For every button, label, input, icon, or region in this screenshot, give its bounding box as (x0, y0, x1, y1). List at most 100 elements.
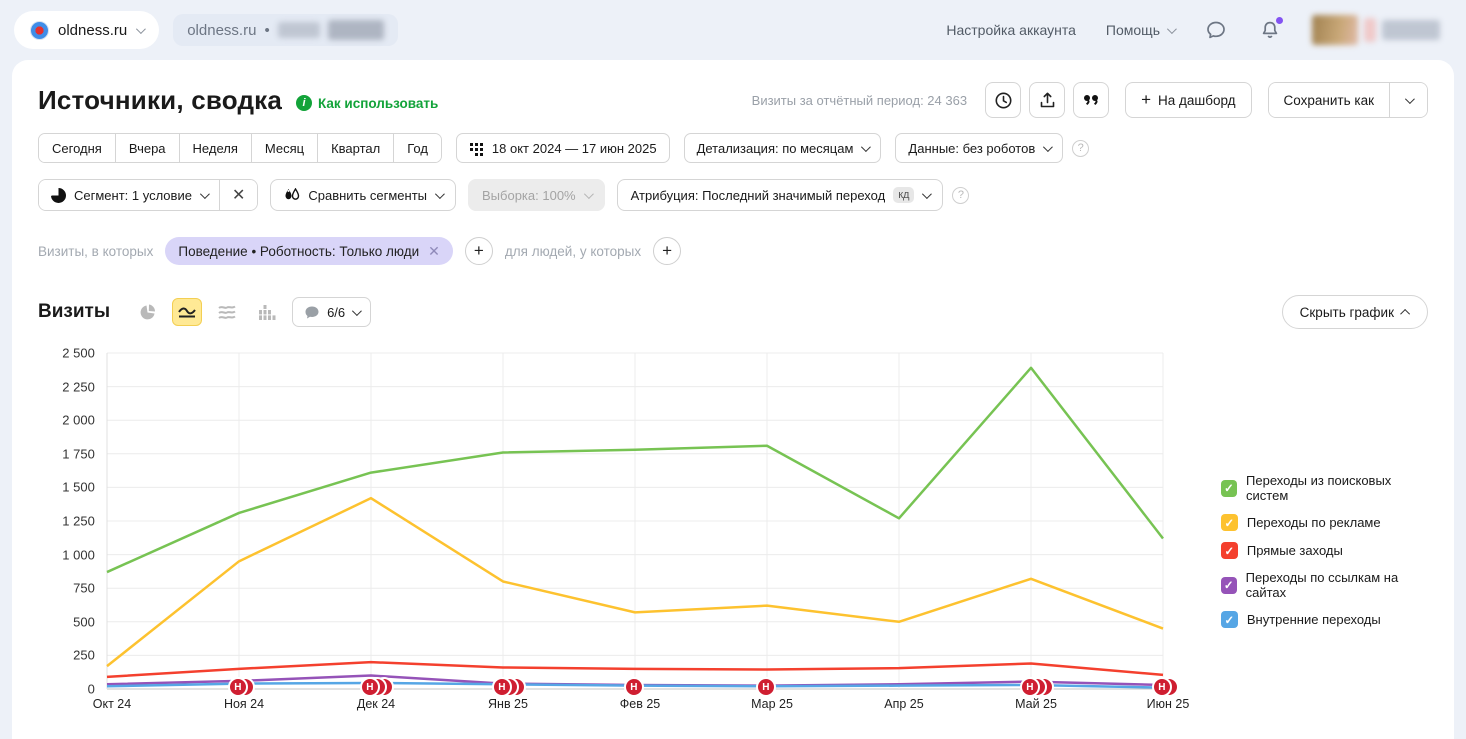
date-range-button[interactable]: 18 окт 2024 — 17 июн 2025 (455, 133, 670, 163)
x-tick-label: Июн 25 (1146, 697, 1190, 711)
pie-chart-type-button[interactable] (132, 298, 162, 326)
visits-line-chart: 0 250 500 750 1 000 1 250 1 500 1 750 2 000 2 250… (38, 346, 1428, 715)
attribution-select[interactable]: Атрибуция: Последний значимый переход кд (616, 179, 944, 211)
notifications-bell-icon[interactable] (1258, 17, 1283, 42)
attribution-label: Атрибуция: Последний значимый переход (630, 187, 886, 203)
export-button[interactable] (1029, 82, 1066, 118)
legend-checkbox-icon[interactable]: ✓ (1220, 514, 1238, 531)
legend-item-3[interactable]: ✓ Прямые заходы (1220, 542, 1428, 559)
data-mode-select[interactable]: Данные: без роботов (895, 133, 1064, 163)
hide-chart-label: Скрыть график (1299, 304, 1394, 320)
chip-label: Поведение • Роботность: Только люди (178, 243, 420, 259)
y-tick-label: 2 250 (62, 379, 95, 395)
y-axis: 0 250 500 750 1 000 1 250 1 500 1 750 2 000 2 250… (38, 346, 107, 697)
annotation-note-icon: Н (1151, 677, 1172, 697)
chat-icon[interactable] (1204, 18, 1228, 42)
account-settings-link[interactable]: Настройка аккаунта (946, 22, 1076, 38)
period-button-2[interactable]: Вчера (114, 134, 179, 162)
segment-condition-chip[interactable]: Поведение • Роботность: Только люди ✕ (165, 237, 453, 265)
comments-toggle-button[interactable]: 6/6 (292, 297, 372, 327)
y-tick-label: 2 000 (62, 412, 95, 428)
x-tick-label: Фев 25 (619, 697, 661, 711)
legend-label: Прямые заходы (1246, 543, 1343, 558)
y-tick-label: 2 500 (62, 345, 95, 361)
sampling-select[interactable]: Выборка: 100% (468, 179, 605, 211)
top-bar: oldness.ru oldness.ru • Настройка аккаун… (0, 0, 1466, 60)
report-card: Источники, сводка i Как использовать Виз… (12, 60, 1454, 739)
period-preset-group: Сегодня Вчера Неделя Месяц Квартал Год (38, 133, 442, 163)
topbar-right: Настройка аккаунта Помощь (946, 15, 1440, 45)
compare-segments-button[interactable]: Сравнить сегменты (270, 179, 457, 211)
area-chart-type-button[interactable] (212, 298, 242, 326)
segment-filter-row: Сегмент: 1 условие ✕ Сравнить сегменты В… (38, 179, 1428, 211)
annotation-note-icon: Н (359, 677, 380, 697)
annotation-note-icon: Н (1019, 677, 1040, 697)
chevron-down-icon (1404, 93, 1415, 104)
comment-bubble-icon (305, 306, 319, 318)
period-button-6[interactable]: Год (393, 134, 441, 162)
x-tick-label: Окт 24 (92, 697, 132, 711)
series-line-2[interactable] (106, 496, 1164, 668)
save-as-dropdown[interactable] (1389, 83, 1427, 117)
series-line-1[interactable] (106, 366, 1164, 574)
drops-icon (285, 188, 300, 200)
legend-item-2[interactable]: ✓ Переходы по рекламе (1220, 514, 1428, 531)
x-tick-label: Янв 25 (488, 697, 528, 711)
chevron-down-icon (922, 188, 933, 199)
visits-total: Визиты за отчётный период: 24 363 (751, 92, 968, 108)
legend-item-4[interactable]: ✓ Переходы по ссылкам на сайтах (1220, 570, 1428, 600)
legend-checkbox-icon[interactable]: ✓ (1220, 542, 1238, 559)
help-question-icon[interactable]: ? (952, 186, 970, 204)
hide-chart-button[interactable]: Скрыть график (1281, 295, 1428, 329)
chevron-up-icon (1400, 308, 1411, 319)
x-tick-label: Май 25 (1015, 697, 1057, 711)
help-question-icon[interactable]: ? (1072, 139, 1090, 157)
history-clock-button[interactable] (985, 82, 1022, 118)
annotation-note-icon: Н (227, 677, 248, 697)
period-button-4[interactable]: Месяц (250, 134, 318, 162)
segment-select[interactable]: Сегмент: 1 условие (39, 180, 219, 210)
chevron-down-icon (434, 188, 445, 199)
how-to-use-link[interactable]: i Как использовать (296, 95, 438, 111)
plus-icon: + (1141, 90, 1151, 109)
segment-clear-button[interactable]: ✕ (218, 180, 258, 210)
x-axis: Окт 24 Ноя 24 Дек 24 Янв 25 Фев 25 Мар 25 Апр … (93, 689, 1190, 715)
comments-quotes-button[interactable] (1073, 82, 1110, 118)
y-tick-label: 750 (73, 580, 95, 596)
page-title: Источники, сводка (38, 84, 283, 115)
redacted-text (327, 20, 384, 40)
save-as-button[interactable]: Сохранить как (1268, 83, 1389, 117)
series-line-3[interactable] (106, 660, 1163, 679)
info-icon: i (296, 95, 313, 111)
legend-checkbox-icon[interactable]: ✓ (1220, 576, 1237, 594)
add-people-condition-button[interactable]: + (653, 237, 682, 265)
chevron-down-icon (861, 141, 872, 152)
legend-item-1[interactable]: ✓ Переходы из поисковых систем (1220, 473, 1428, 503)
legend-item-5[interactable]: ✓ Внутренние переходы (1220, 611, 1428, 628)
legend-checkbox-icon[interactable]: ✓ (1220, 479, 1238, 497)
annotation-note-icon: Н (491, 677, 512, 697)
user-avatar[interactable] (1312, 15, 1440, 45)
tab-separator: • (264, 21, 270, 39)
period-button-1[interactable]: Сегодня (39, 134, 115, 162)
detalization-label: Детализация: по месяцам (696, 140, 854, 156)
column-chart-type-button[interactable] (252, 298, 282, 326)
period-button-5[interactable]: Квартал (317, 134, 394, 162)
date-range-label: 18 окт 2024 — 17 июн 2025 (491, 140, 657, 156)
detalization-select[interactable]: Детализация: по месяцам (683, 133, 882, 163)
x-tick-label: Дек 24 (356, 697, 396, 711)
period-button-3[interactable]: Неделя (178, 134, 251, 162)
add-visit-condition-button[interactable]: + (464, 237, 493, 265)
legend-checkbox-icon[interactable]: ✓ (1220, 611, 1238, 628)
chip-remove-icon[interactable]: ✕ (428, 242, 440, 259)
avatar-image (1312, 15, 1358, 45)
line-chart-type-button[interactable] (172, 298, 203, 326)
visits-in-which-label: Визиты, в которых (38, 243, 154, 259)
counter-selector[interactable]: oldness.ru (14, 11, 160, 49)
counter-tab[interactable]: oldness.ru • (173, 14, 398, 46)
add-to-dashboard-button[interactable]: + На дашборд (1125, 82, 1252, 118)
legend-label: Переходы из поисковых систем (1246, 473, 1392, 503)
help-menu[interactable]: Помощь (1106, 22, 1177, 38)
save-as-group: Сохранить как (1267, 82, 1428, 118)
